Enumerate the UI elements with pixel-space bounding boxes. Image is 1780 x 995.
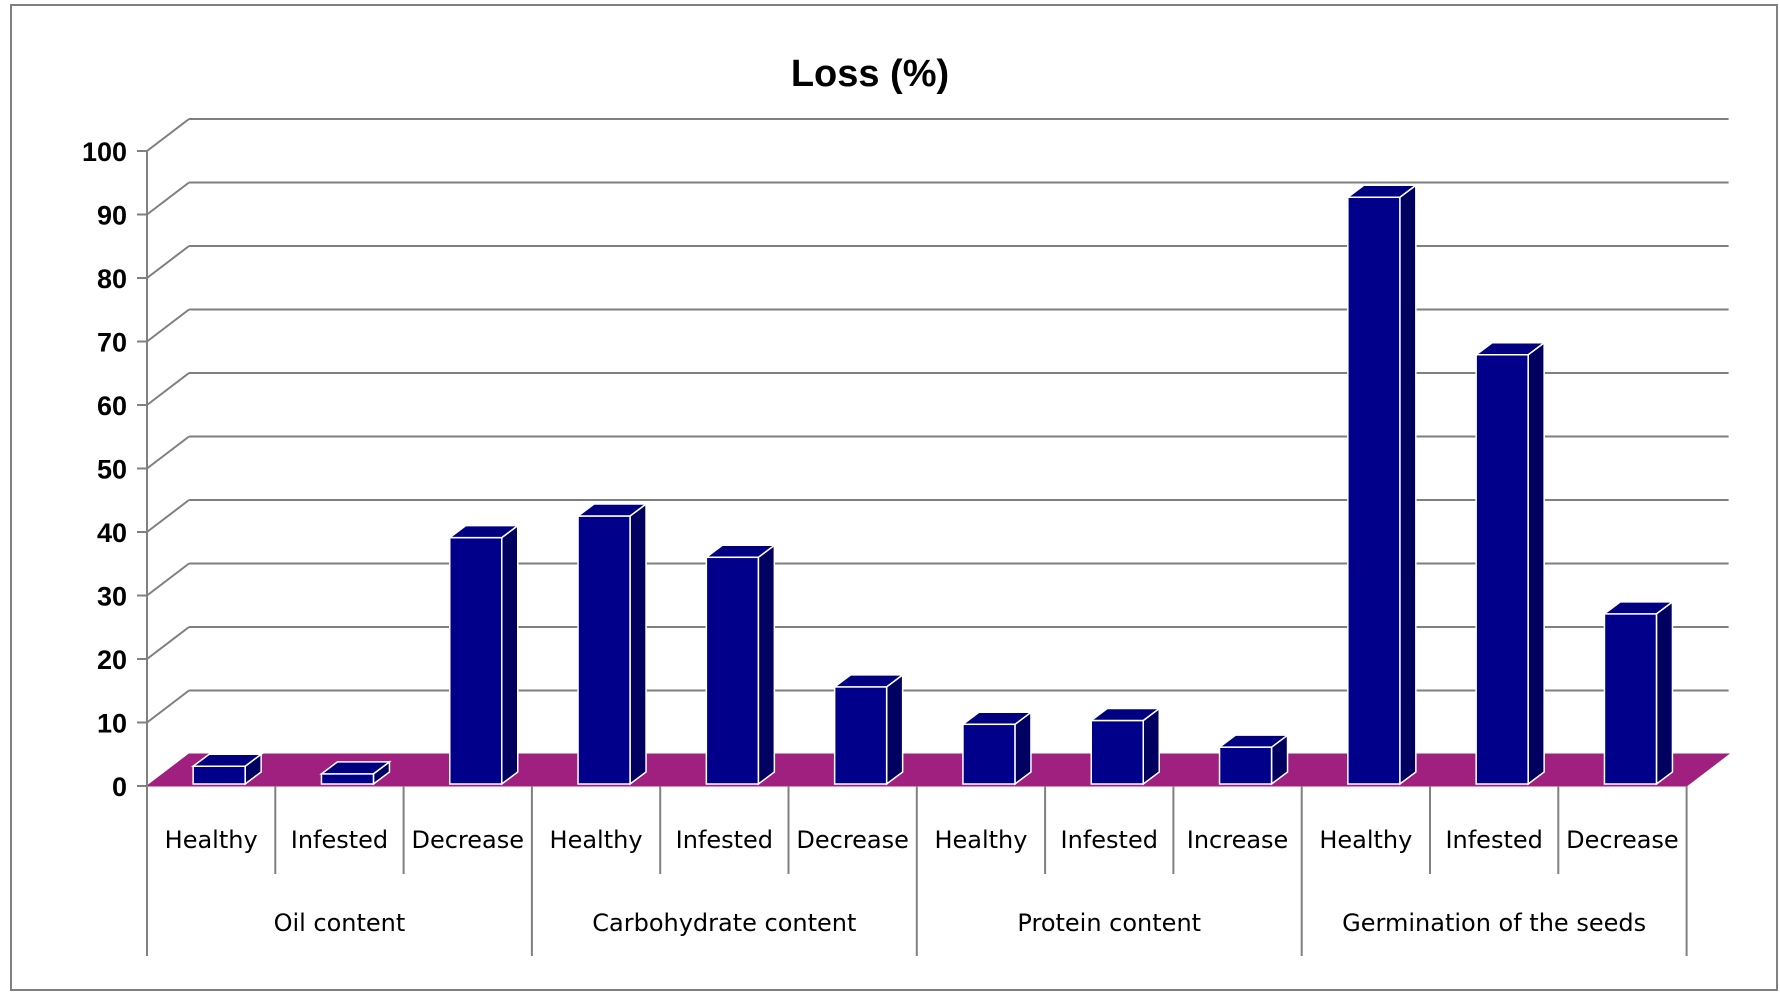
x-group-label: Protein content <box>1017 909 1201 937</box>
bar-front <box>1218 746 1273 785</box>
bar <box>319 760 392 786</box>
bar-top <box>1473 341 1547 356</box>
x-group-label: Oil content <box>274 909 406 937</box>
bar-front <box>1475 353 1529 785</box>
bar-front <box>833 686 888 785</box>
gridline-depth <box>146 181 190 216</box>
y-tick-label: 50 <box>97 455 127 485</box>
bar-front <box>1603 613 1658 785</box>
bar-front <box>1090 719 1144 785</box>
bar-side <box>757 543 776 786</box>
bar <box>1602 600 1675 786</box>
bar-front <box>192 765 246 785</box>
bar-front <box>1347 196 1401 785</box>
x-category-label: Decrease <box>411 826 524 854</box>
x-category-label: Infested <box>1445 826 1542 854</box>
bar-front <box>962 723 1016 785</box>
bar-top <box>190 753 264 767</box>
y-tick-label: 40 <box>97 518 127 548</box>
gridline-depth <box>146 308 190 343</box>
x-group-label: Carbohydrate content <box>592 909 856 937</box>
chart-title: Loss (%) <box>791 53 949 95</box>
bar-side <box>1399 183 1417 786</box>
bar-top <box>1217 734 1290 748</box>
bar <box>190 752 264 786</box>
y-tick-label: 20 <box>97 645 127 675</box>
bar-side <box>501 524 519 786</box>
bar-side <box>1142 707 1160 786</box>
gridline-depth <box>146 499 190 533</box>
y-tick-label: 90 <box>97 201 127 231</box>
bar-top <box>575 503 649 517</box>
x-group-label: Germination of the seeds <box>1342 909 1646 937</box>
x-axis: Healthy Infested Decrease Oil content Health… <box>146 786 1688 956</box>
x-category-label: Healthy <box>934 826 1027 854</box>
bar-top <box>1089 707 1162 722</box>
bar <box>832 673 905 786</box>
bar <box>1217 733 1290 786</box>
x-category-label: Infested <box>676 826 773 854</box>
x-category-label: Increase <box>1187 826 1289 854</box>
y-tick-label: 10 <box>97 709 127 739</box>
bar-top <box>1345 184 1419 199</box>
gridline-depth <box>146 372 190 406</box>
y-tick-label: 30 <box>97 582 127 612</box>
y-tick-label: 0 <box>112 772 127 802</box>
y-tick-label: 60 <box>97 391 127 421</box>
bar-top <box>832 674 905 688</box>
bar <box>1089 707 1162 786</box>
bar-front <box>320 773 375 785</box>
bar-side <box>1655 600 1674 786</box>
bar-top <box>1602 601 1675 615</box>
x-category-label: Decrease <box>796 826 909 854</box>
bar-top <box>704 544 777 559</box>
bar-front <box>449 536 503 785</box>
x-category-label: Decrease <box>1566 826 1679 854</box>
bar-top <box>960 711 1034 726</box>
gridline-depth <box>146 689 190 724</box>
chart-frame: Loss (%) 0 10 20 30 40 50 60 70 80 90 100 Healthy I… <box>10 4 1778 991</box>
gridline-depth <box>146 435 190 470</box>
x-category-label: Healthy <box>550 826 643 854</box>
bar <box>1345 183 1419 786</box>
x-category-label: Healthy <box>1319 826 1412 854</box>
gridline-depth <box>146 245 190 279</box>
x-category-label: Infested <box>1061 826 1158 854</box>
bar-side <box>629 502 647 786</box>
y-tick-label: 80 <box>97 264 127 294</box>
bar-front <box>705 556 760 785</box>
bar <box>1473 341 1547 786</box>
bar <box>575 502 649 786</box>
bar <box>704 543 777 786</box>
bar-front <box>577 515 631 785</box>
bars <box>190 183 1675 786</box>
bar-chart: Loss (%) 0 10 20 30 40 50 60 70 80 90 100 Healthy I… <box>82 53 1731 956</box>
bar-top <box>319 761 392 775</box>
y-tick-label: 100 <box>82 137 127 167</box>
bar <box>960 710 1034 786</box>
y-axis: 0 10 20 30 40 50 60 70 80 90 100 <box>82 137 148 802</box>
gridline-depth <box>146 626 190 660</box>
gridline-depth <box>146 118 190 152</box>
bar-top <box>447 524 520 539</box>
chart-walls <box>146 118 1729 724</box>
x-category-label: Infested <box>291 826 388 854</box>
bar-side <box>885 673 904 786</box>
bar-side <box>1527 341 1545 786</box>
gridline-depth <box>146 562 190 597</box>
x-category-label: Healthy <box>165 826 258 854</box>
bar <box>447 524 520 786</box>
y-tick-label: 70 <box>97 328 127 358</box>
